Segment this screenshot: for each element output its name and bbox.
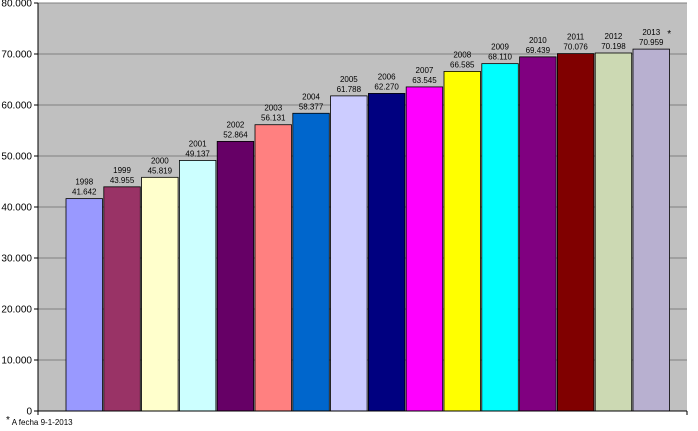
data-label-value: 69.439 xyxy=(526,46,551,55)
data-label-year: 2008 xyxy=(453,50,471,59)
data-label-value: 43.955 xyxy=(110,176,135,185)
data-label-year: 2011 xyxy=(567,33,585,42)
data-label-year: 2013 xyxy=(642,28,660,37)
bar-2004 xyxy=(292,112,330,412)
bar-1999 xyxy=(103,186,141,412)
bar-2009 xyxy=(481,63,519,412)
footnote-text: A fecha 9-1-2013 xyxy=(9,418,73,427)
data-label-value: 61.788 xyxy=(337,85,362,94)
bar-2011 xyxy=(557,53,595,412)
y-tick-label: 50.000 xyxy=(1,152,32,163)
bar-2013 xyxy=(632,48,670,412)
bar-2001 xyxy=(178,160,217,412)
y-tick-label: 60.000 xyxy=(1,101,32,112)
data-label-value: 66.585 xyxy=(450,60,475,69)
data-label-value: 70.959 xyxy=(639,38,664,47)
bar-2005 xyxy=(330,95,368,412)
y-tick-label: 0 xyxy=(26,407,32,418)
bar-2012 xyxy=(594,52,633,412)
footnote: * A fecha 9-1-2013 xyxy=(6,415,73,429)
bar-2007 xyxy=(405,86,444,412)
data-label-year: 2009 xyxy=(491,43,509,52)
data-label-year: 2001 xyxy=(189,139,207,148)
data-label-year: 1998 xyxy=(75,178,93,187)
bar-1998 xyxy=(65,198,103,412)
data-label-value: 49.137 xyxy=(185,149,210,158)
bar-2003 xyxy=(254,124,292,412)
data-label-value: 58.377 xyxy=(299,102,324,111)
data-label-value: 63.545 xyxy=(412,76,437,85)
footnote-marker: * xyxy=(6,415,10,426)
y-tick-label: 70.000 xyxy=(1,50,32,61)
y-tick-label: 30.000 xyxy=(1,254,32,265)
data-label-value: 68.110 xyxy=(488,53,512,62)
data-label-value: 45.819 xyxy=(148,166,173,175)
y-tick-label: 80.000 xyxy=(1,0,32,10)
data-label-year: 2012 xyxy=(605,32,623,41)
data-label-year: 2003 xyxy=(264,104,282,113)
data-label-year: 2000 xyxy=(151,156,169,165)
data-label-year: 2005 xyxy=(340,75,358,84)
data-label-value: 62.270 xyxy=(374,82,399,91)
data-label-value: 56.131 xyxy=(261,114,286,123)
data-label-year: 2006 xyxy=(378,72,396,81)
data-label-year: 2010 xyxy=(529,36,547,45)
data-label-value: 70.198 xyxy=(601,42,626,51)
data-label-year: 1999 xyxy=(113,166,131,175)
data-label-year: 2004 xyxy=(302,92,320,101)
bar-2010 xyxy=(519,56,557,412)
data-label-value: 41.642 xyxy=(72,188,97,197)
bar-2006 xyxy=(367,93,406,412)
bar-2002 xyxy=(216,140,255,412)
data-label-value: 52.864 xyxy=(223,130,248,139)
annotation-marker: * xyxy=(667,29,671,40)
y-tick-label: 20.000 xyxy=(1,305,32,316)
data-label-year: 2007 xyxy=(416,66,434,75)
data-label-year: 2002 xyxy=(227,120,245,129)
data-label-value: 70.076 xyxy=(563,43,588,52)
bar-2000 xyxy=(141,176,179,412)
bar-2008 xyxy=(443,71,481,412)
y-tick-label: 10.000 xyxy=(1,356,32,367)
y-tick-label: 40.000 xyxy=(1,203,32,214)
